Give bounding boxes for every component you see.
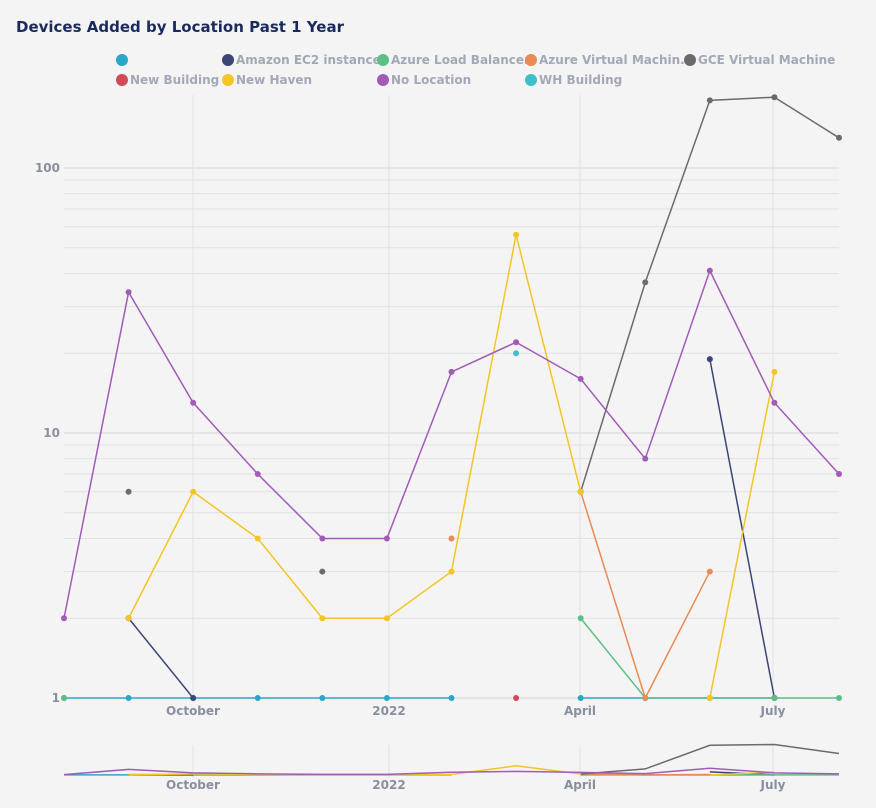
legend-swatch (377, 54, 389, 66)
navigator-x-tick-label: 2022 (372, 778, 405, 792)
x-tick-label: October (166, 704, 220, 718)
data-point-new-haven (125, 615, 132, 622)
legend-label: WH Building (539, 73, 623, 87)
series-line-no-location (63, 269, 840, 619)
series-layer (61, 94, 842, 701)
data-point-new-haven (577, 488, 584, 495)
legend-label: No Location (391, 73, 472, 87)
data-point-amazon-ec2-instance (706, 356, 713, 363)
data-point-no-location (577, 375, 584, 382)
legend-item-no-location[interactable]: No Location (377, 71, 471, 89)
data-point-unnamed (383, 695, 390, 701)
data-point-gce-virtual-machine (125, 488, 132, 495)
y-tick-label: 1 (52, 691, 60, 705)
data-point-new-haven (706, 695, 713, 701)
data-point-new-haven (254, 535, 261, 542)
data-point-no-location (254, 471, 261, 478)
navigator-line-gce-virtual-machine (580, 743, 840, 775)
navigator-line-no-location (63, 767, 840, 776)
series-line-azure-virtual-machin (579, 491, 711, 699)
data-point-new-building (513, 695, 520, 701)
data-point-wh-building (513, 350, 520, 357)
data-point-gce-virtual-machine (642, 279, 649, 286)
legend-label: New Building (130, 73, 220, 87)
data-point-unnamed (448, 695, 455, 701)
legend-item-amazon-ec2[interactable]: Amazon EC2 instance (222, 51, 381, 69)
data-point-unnamed (125, 695, 132, 701)
data-point-new-haven (448, 568, 455, 575)
data-point-unnamed (254, 695, 261, 701)
data-point-new-haven (190, 488, 197, 495)
data-point-unnamed (577, 695, 584, 701)
series-line-azure-load-balancer (580, 617, 839, 699)
legend-swatch (684, 54, 696, 66)
navigator-layer (63, 743, 840, 776)
data-point-azure-load-balancer (577, 615, 584, 622)
navigator-x-tick-label: July (760, 778, 786, 792)
y-tick-label: 100 (35, 161, 60, 175)
data-point-amazon-ec2-instance (190, 695, 197, 701)
data-point-gce-virtual-machine (706, 97, 713, 104)
x-tick-label: July (760, 704, 786, 718)
legend-item-azure-load-balancer[interactable]: Azure Load Balancer (377, 51, 530, 69)
navigator-line-azure-virtual-machin (580, 773, 710, 776)
data-point-no-location (383, 535, 390, 542)
data-point-new-haven (771, 368, 778, 375)
legend-label: Azure Virtual Machin... (539, 53, 694, 67)
data-point-no-location (771, 399, 778, 406)
data-point-unnamed (319, 695, 326, 701)
legend-label: GCE Virtual Machine (698, 53, 836, 67)
x-tick-label: 2022 (372, 704, 405, 718)
data-point-gce-virtual-machine (836, 134, 842, 141)
data-point-no-location (706, 267, 713, 274)
series-line-amazon-ec2-instance (709, 358, 776, 699)
navigator-x-tick-label: April (564, 778, 596, 792)
legend-swatch (116, 74, 128, 86)
grid-layer (64, 95, 839, 699)
legend-label: Amazon EC2 instance (236, 53, 381, 67)
data-point-gce-virtual-machine (319, 568, 326, 575)
data-point-azure-virtual-machin (642, 695, 649, 701)
legend-swatch (525, 54, 537, 66)
data-point-azure-load-balancer (61, 695, 67, 701)
legend-swatch (525, 74, 537, 86)
data-point-new-haven (513, 231, 520, 238)
legend-item-wh-building[interactable]: WH Building (525, 71, 622, 89)
data-point-no-location (190, 399, 197, 406)
legend-item-azure-vm[interactable]: Azure Virtual Machin... (525, 51, 694, 69)
legend-item-new-haven[interactable]: New Haven (222, 71, 312, 89)
chart-title: Devices Added by Location Past 1 Year (16, 18, 344, 36)
legend-swatch (377, 74, 389, 86)
data-point-azure-load-balancer (836, 695, 842, 701)
data-point-azure-virtual-machin (706, 568, 713, 575)
series-line-amazon-ec2-instance (128, 617, 194, 699)
navigator-x-tick-label: October (166, 778, 220, 792)
legend-swatch (222, 54, 234, 66)
legend-item-new-building[interactable]: New Building (116, 71, 219, 89)
series-line-new-haven (127, 233, 582, 619)
legend-label: New Haven (236, 73, 313, 87)
data-point-no-location (642, 455, 649, 462)
legend-swatch (222, 74, 234, 86)
legend-label: Azure Load Balancer (391, 53, 530, 67)
data-point-no-location (319, 535, 326, 542)
data-point-azure-virtual-machin (448, 535, 455, 542)
data-point-new-haven (383, 615, 390, 622)
data-point-new-haven (319, 615, 326, 622)
data-point-azure-load-balancer (771, 695, 778, 701)
y-tick-label: 10 (43, 426, 60, 440)
series-line-new-haven (709, 371, 776, 699)
data-point-no-location (125, 289, 132, 296)
x-tick-label: April (564, 704, 596, 718)
legend-item-gce-vm[interactable]: GCE Virtual Machine (684, 51, 835, 69)
data-point-no-location (836, 471, 842, 478)
legend-swatch (116, 54, 128, 66)
data-point-gce-virtual-machine (771, 94, 778, 101)
data-point-no-location (513, 339, 520, 346)
data-point-no-location (61, 615, 67, 622)
legend-item-unnamed[interactable] (116, 51, 130, 69)
data-point-no-location (448, 368, 455, 375)
